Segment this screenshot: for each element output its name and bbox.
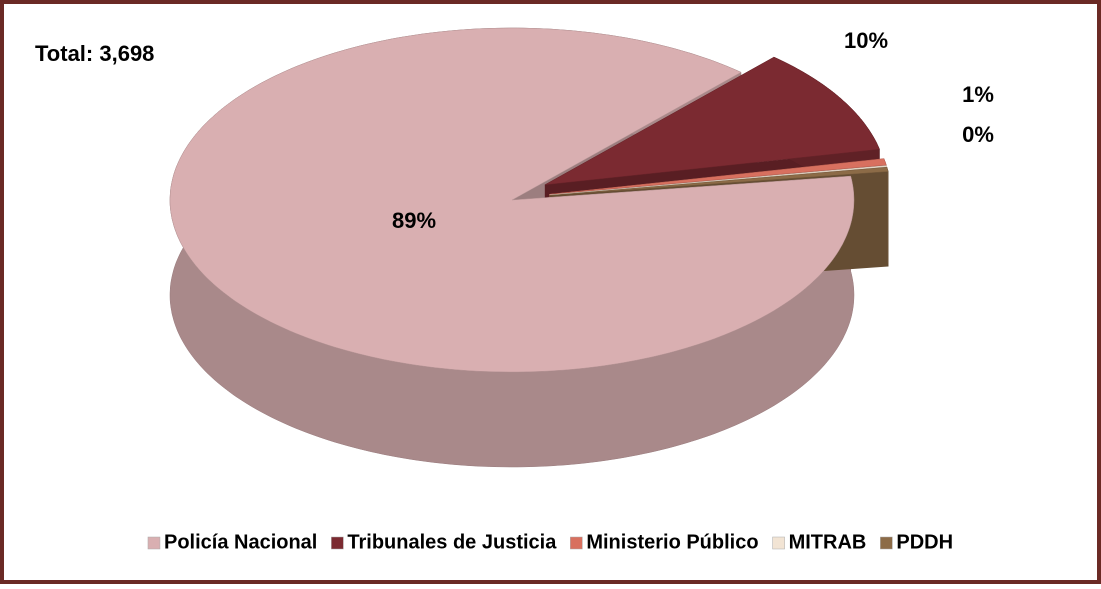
slice-side — [887, 167, 888, 266]
legend-label: Policía Nacional — [164, 531, 317, 553]
data-label: 0% — [962, 122, 994, 147]
data-label: 1% — [962, 82, 994, 107]
legend-label: Tribunales de Justicia — [347, 531, 557, 553]
legend-swatch — [773, 537, 785, 549]
data-label: 89% — [392, 208, 436, 233]
legend-label: Ministerio Público — [586, 531, 758, 553]
pie — [170, 28, 888, 467]
legend: Policía Nacional Tribunales de Justicia Mi… — [148, 531, 953, 553]
legend-swatch — [570, 537, 582, 549]
legend-swatch — [331, 537, 343, 549]
legend-label: MITRAB — [789, 531, 867, 553]
total-annotation: Total: 3,698 — [35, 41, 154, 66]
legend-swatch — [880, 537, 892, 549]
data-label: 10% — [844, 28, 888, 53]
legend-swatch — [148, 537, 160, 549]
legend-label: PDDH — [896, 531, 953, 553]
